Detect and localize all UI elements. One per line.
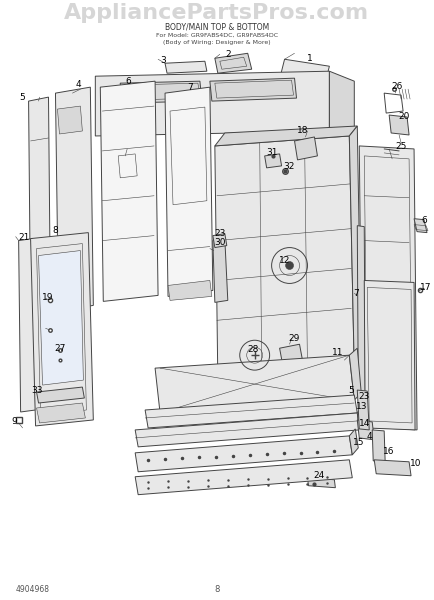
Polygon shape: [100, 81, 158, 301]
Text: 14: 14: [358, 419, 370, 428]
Polygon shape: [165, 87, 213, 296]
Polygon shape: [372, 430, 385, 462]
Text: 23: 23: [358, 392, 370, 401]
Text: 9: 9: [12, 418, 17, 427]
Polygon shape: [359, 146, 417, 430]
Polygon shape: [120, 81, 202, 103]
Polygon shape: [357, 406, 364, 430]
Text: 12: 12: [279, 256, 290, 265]
Text: 28: 28: [247, 345, 258, 354]
Polygon shape: [215, 53, 252, 73]
Polygon shape: [414, 218, 427, 233]
Polygon shape: [349, 126, 361, 370]
Polygon shape: [57, 106, 82, 134]
Text: 32: 32: [283, 163, 294, 172]
Polygon shape: [357, 226, 365, 395]
Polygon shape: [265, 154, 282, 168]
Polygon shape: [135, 413, 359, 447]
Polygon shape: [295, 137, 317, 160]
Text: 18: 18: [297, 127, 308, 136]
Text: 25: 25: [395, 142, 407, 151]
Polygon shape: [165, 61, 207, 73]
Polygon shape: [210, 78, 296, 101]
Polygon shape: [95, 71, 329, 136]
Text: 15: 15: [352, 439, 364, 448]
Polygon shape: [213, 239, 228, 302]
Text: 31: 31: [266, 148, 277, 157]
Polygon shape: [357, 390, 369, 430]
Polygon shape: [30, 233, 93, 426]
Polygon shape: [135, 460, 352, 494]
Text: 5: 5: [349, 386, 354, 395]
Text: 2: 2: [225, 50, 230, 59]
Circle shape: [286, 262, 293, 269]
Polygon shape: [215, 136, 354, 380]
Text: 8: 8: [214, 585, 220, 594]
Polygon shape: [357, 420, 374, 440]
Polygon shape: [279, 59, 329, 86]
Polygon shape: [307, 478, 335, 488]
Polygon shape: [215, 126, 357, 146]
Text: 13: 13: [355, 403, 367, 412]
Polygon shape: [389, 115, 409, 135]
Text: (Body of Wiring: Designer & More): (Body of Wiring: Designer & More): [163, 40, 271, 45]
Text: 29: 29: [289, 334, 300, 343]
Text: 23: 23: [214, 229, 226, 238]
Text: 16: 16: [383, 448, 395, 457]
Text: 4904968: 4904968: [16, 585, 49, 594]
Text: 7: 7: [187, 83, 193, 92]
Text: For Model: GR9FABS4DC, GR9FABS4DC: For Model: GR9FABS4DC, GR9FABS4DC: [156, 33, 278, 38]
Text: 4: 4: [366, 433, 372, 442]
Polygon shape: [329, 71, 354, 141]
Text: 11: 11: [332, 347, 343, 356]
Text: 7: 7: [353, 289, 359, 298]
Polygon shape: [56, 87, 93, 311]
Polygon shape: [19, 239, 36, 412]
Text: 26: 26: [391, 82, 403, 91]
Polygon shape: [135, 436, 352, 472]
Polygon shape: [279, 344, 302, 364]
Polygon shape: [29, 97, 50, 314]
Text: 4: 4: [76, 80, 81, 89]
Polygon shape: [36, 403, 85, 423]
Polygon shape: [155, 355, 354, 413]
Text: 30: 30: [214, 238, 226, 247]
Text: 8: 8: [53, 226, 58, 235]
Polygon shape: [364, 280, 415, 430]
Text: 17: 17: [420, 283, 432, 292]
Text: 6: 6: [125, 77, 131, 86]
Text: 6: 6: [421, 216, 427, 225]
Text: 33: 33: [31, 386, 42, 395]
Polygon shape: [39, 251, 83, 385]
Text: 3: 3: [160, 56, 166, 65]
Text: 24: 24: [314, 471, 325, 480]
Text: 19: 19: [42, 293, 53, 302]
Polygon shape: [168, 280, 212, 301]
Text: 1: 1: [306, 54, 312, 63]
Text: 27: 27: [55, 344, 66, 353]
Polygon shape: [349, 348, 361, 400]
Text: AppliancePartsPros.com: AppliancePartsPros.com: [64, 4, 369, 23]
Polygon shape: [36, 387, 84, 403]
Text: 5: 5: [20, 92, 26, 101]
Polygon shape: [145, 395, 357, 428]
Text: 21: 21: [18, 233, 29, 242]
Polygon shape: [213, 233, 227, 248]
Text: BODY/MAIN TOP & BOTTOM: BODY/MAIN TOP & BOTTOM: [165, 23, 269, 32]
Polygon shape: [349, 429, 358, 455]
Text: 20: 20: [398, 112, 410, 121]
Text: 10: 10: [410, 459, 422, 468]
Polygon shape: [374, 460, 411, 476]
